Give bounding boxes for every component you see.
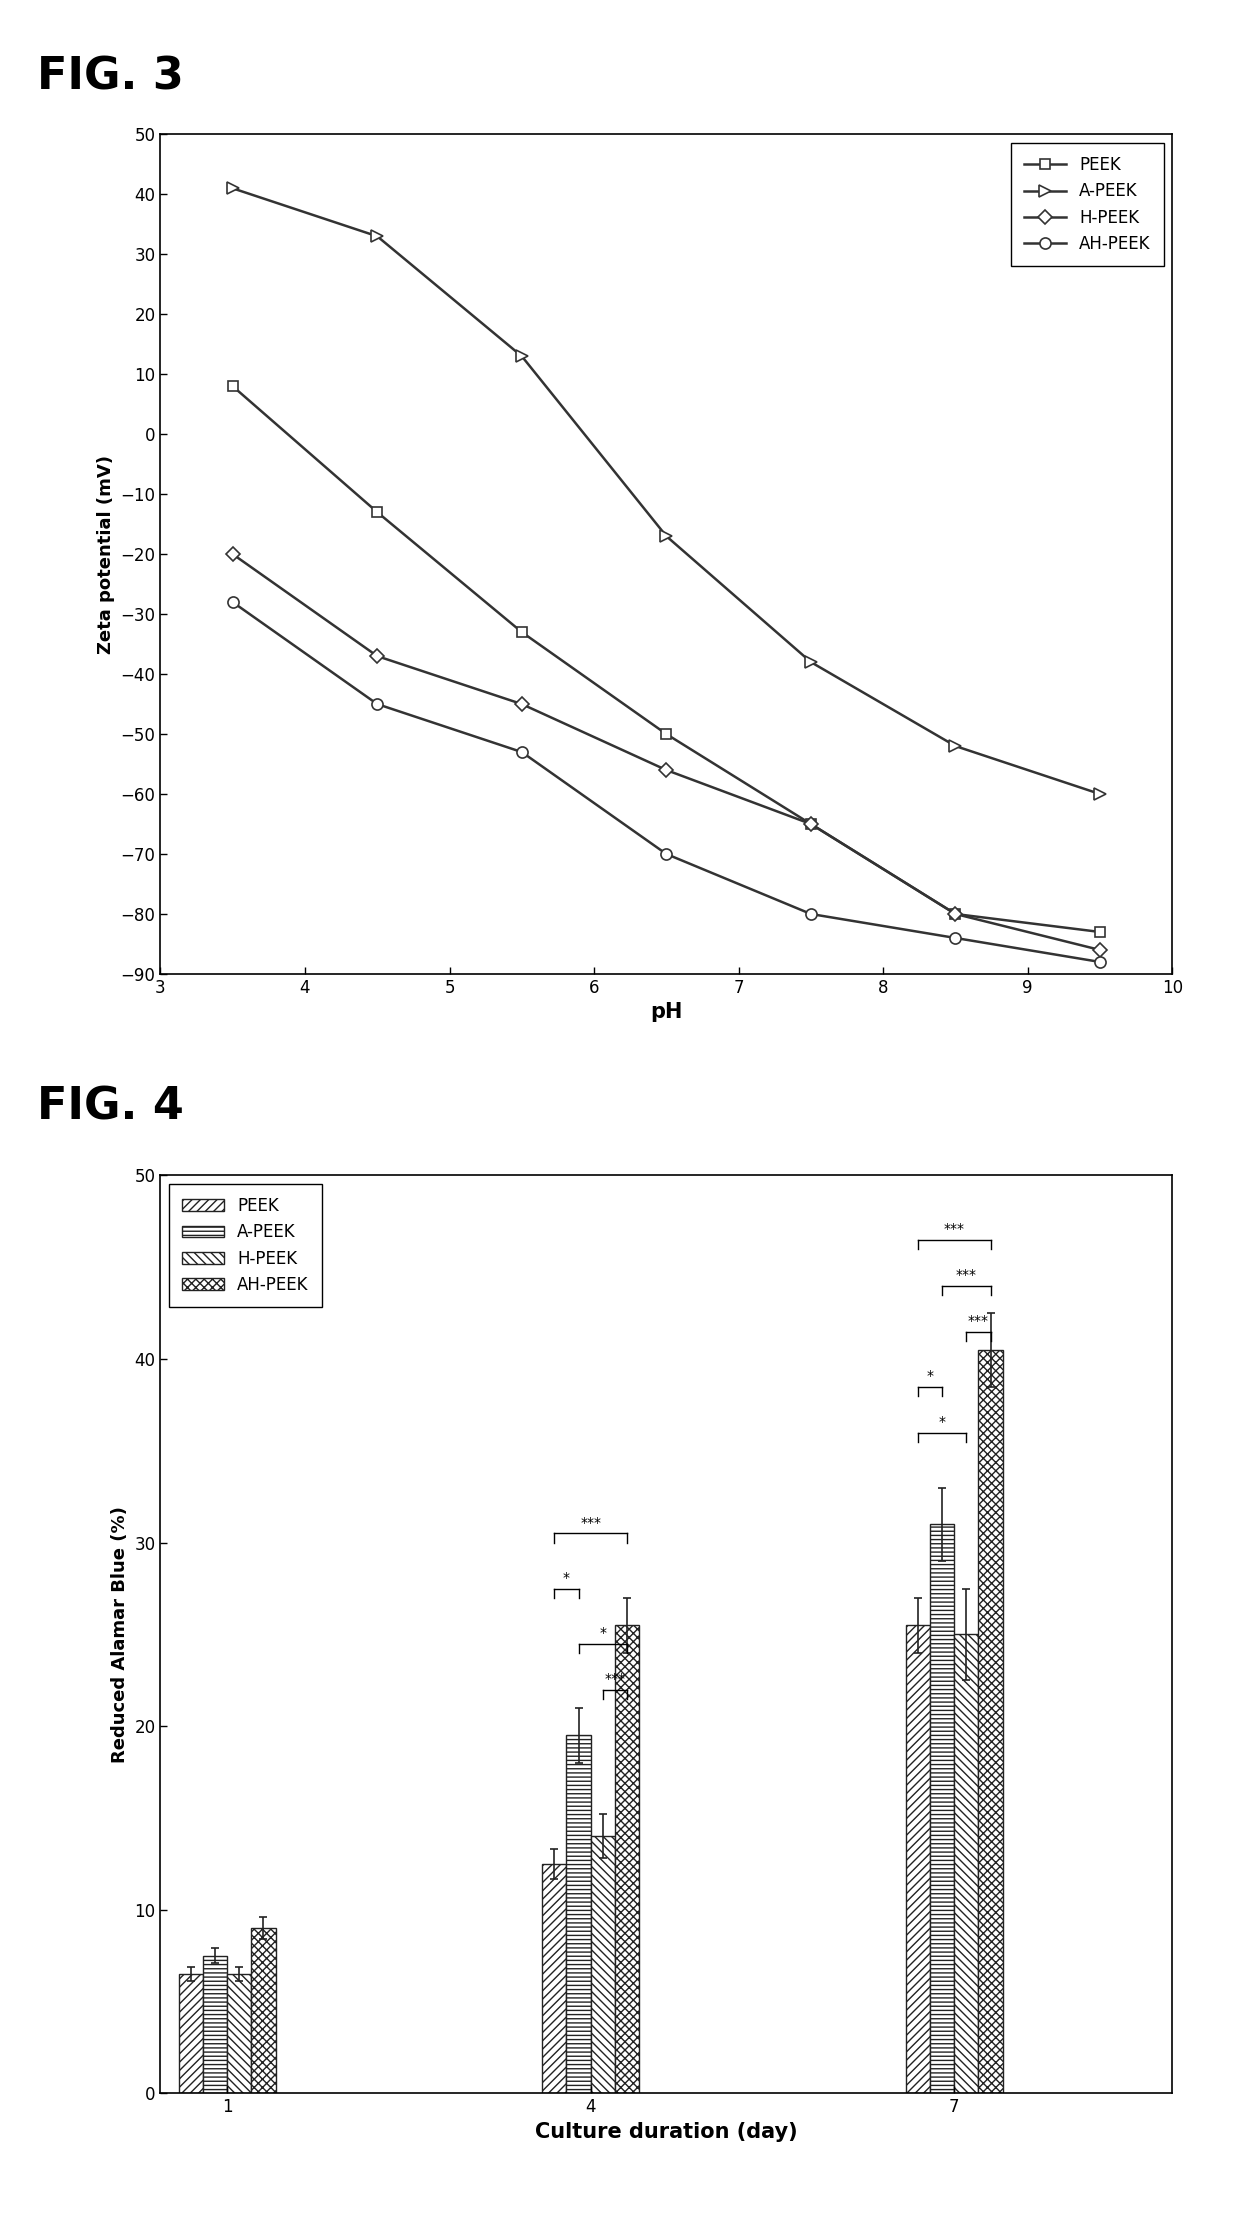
PEEK [515, 618, 529, 645]
H-PEEK [1092, 936, 1107, 963]
AH-PEEK [370, 690, 385, 716]
Text: *: * [563, 1572, 570, 1585]
AH-PEEK [803, 900, 818, 927]
Bar [227, 1975, 252, 2093]
X-axis label: pH: pH [650, 1003, 682, 1023]
Bar [930, 1525, 954, 2093]
Line: PEEK: PEEK [228, 381, 1104, 936]
Bar [202, 1957, 227, 2093]
Y-axis label: Zeta potential (mV): Zeta potential (mV) [97, 455, 115, 654]
Line: AH-PEEK: AH-PEEK [227, 596, 1106, 967]
PEEK [1092, 918, 1107, 945]
Line: H-PEEK: H-PEEK [228, 549, 1104, 954]
Text: ***: *** [580, 1516, 601, 1529]
Bar [252, 1928, 275, 2093]
Y-axis label: Reduced Alamar Blue (%): Reduced Alamar Blue (%) [111, 1507, 128, 1762]
Text: ***: *** [967, 1314, 988, 1328]
A-PEEK [226, 175, 241, 202]
H-PEEK [370, 643, 385, 669]
A-PEEK [803, 649, 818, 676]
Bar [906, 1626, 930, 2093]
A-PEEK [948, 732, 963, 759]
PEEK [659, 721, 674, 748]
AH-PEEK [948, 925, 963, 952]
PEEK [948, 900, 963, 927]
A-PEEK [659, 522, 674, 549]
X-axis label: Culture duration (day): Culture duration (day) [536, 2123, 797, 2143]
Text: ***: *** [956, 1267, 977, 1283]
A-PEEK [1092, 781, 1107, 808]
AH-PEEK [659, 840, 674, 866]
Text: FIG. 4: FIG. 4 [37, 1086, 184, 1128]
Bar [615, 1626, 639, 2093]
PEEK [370, 499, 385, 526]
Text: *: * [939, 1415, 945, 1428]
Text: FIG. 3: FIG. 3 [37, 56, 184, 99]
AH-PEEK [515, 739, 529, 766]
Text: ***: *** [605, 1673, 626, 1686]
H-PEEK [226, 542, 241, 569]
H-PEEK [803, 811, 818, 837]
Text: *: * [927, 1368, 933, 1384]
Legend: PEEK, A-PEEK, H-PEEK, AH-PEEK: PEEK, A-PEEK, H-PEEK, AH-PEEK [1011, 143, 1164, 266]
H-PEEK [948, 900, 963, 927]
H-PEEK [515, 690, 529, 716]
Legend: PEEK, A-PEEK, H-PEEK, AH-PEEK: PEEK, A-PEEK, H-PEEK, AH-PEEK [169, 1184, 322, 1308]
Bar [179, 1975, 202, 2093]
Bar [566, 1735, 591, 2093]
AH-PEEK [226, 589, 241, 616]
Bar [954, 1634, 979, 2093]
A-PEEK [370, 224, 385, 251]
Bar [542, 1863, 566, 2093]
Text: *: * [600, 1626, 606, 1639]
PEEK [226, 374, 241, 401]
Text: ***: *** [944, 1222, 965, 1236]
A-PEEK [515, 343, 529, 369]
H-PEEK [659, 757, 674, 784]
AH-PEEK [1092, 949, 1107, 976]
Line: A-PEEK: A-PEEK [227, 181, 1106, 799]
Bar [591, 1836, 615, 2093]
Bar [979, 1350, 1003, 2093]
PEEK [803, 811, 818, 837]
